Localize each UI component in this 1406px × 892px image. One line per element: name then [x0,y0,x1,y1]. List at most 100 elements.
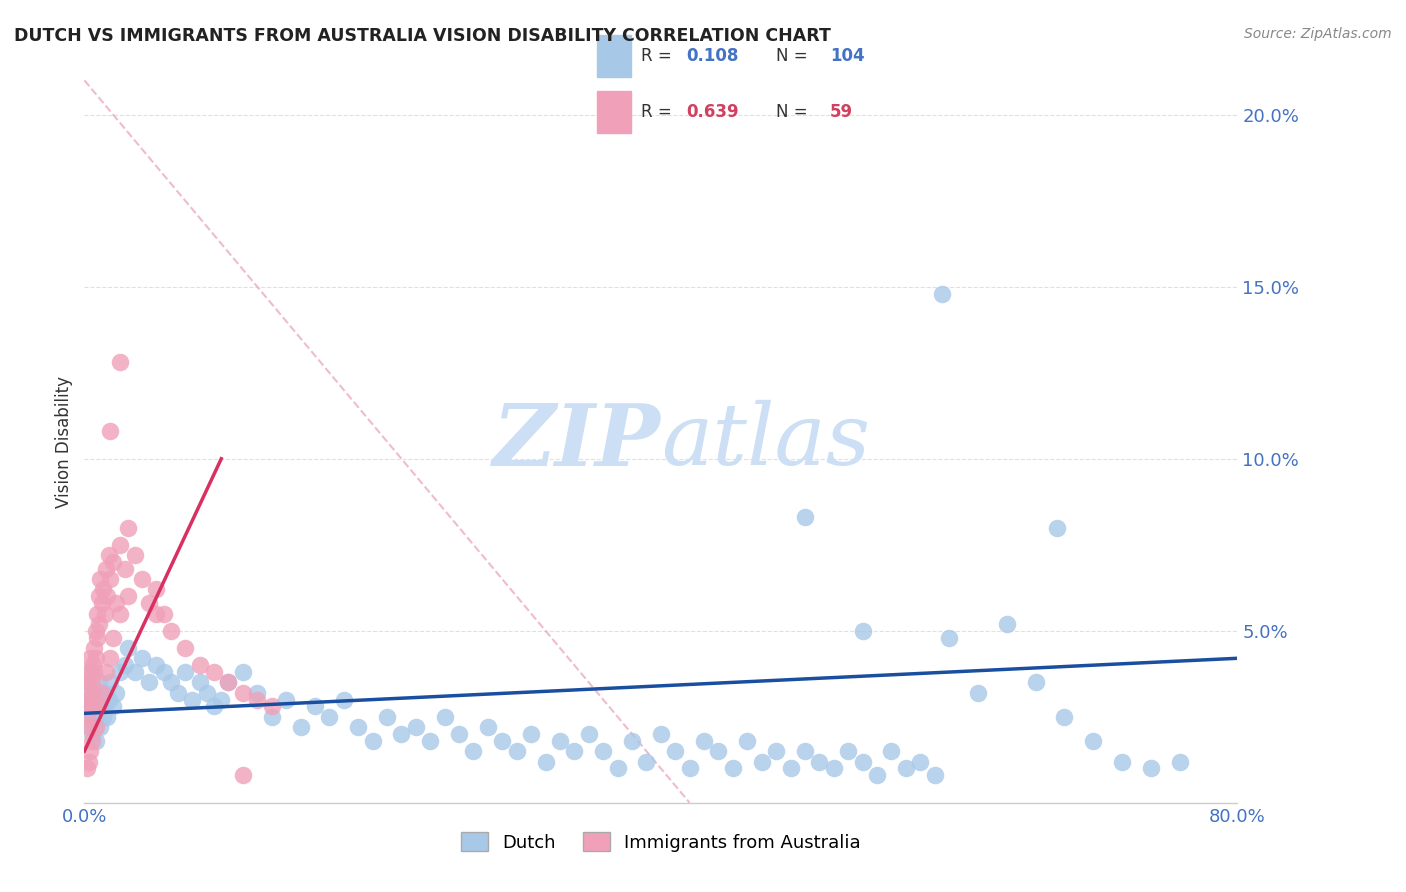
Text: 59: 59 [830,103,853,120]
Point [86,607,108,621]
Point [232,665,254,679]
Point [87,699,110,714]
Point [375,710,398,724]
Point [1053,710,1076,724]
Point [910,755,932,769]
Point [449,727,471,741]
Legend: Dutch, Immigrants from Australia: Dutch, Immigrants from Australia [454,825,868,859]
Point [138,675,160,690]
Point [534,755,557,769]
Point [160,624,183,638]
Bar [598,91,631,133]
Point [94,686,117,700]
Point [636,755,658,769]
Point [246,692,269,706]
Point [97,692,120,706]
Point [93,699,115,714]
Point [578,727,600,741]
Point [318,710,340,724]
Point [90,692,112,706]
Point [83,720,105,734]
Point [1083,734,1105,748]
Point [77,710,100,724]
Point [98,424,121,438]
Point [103,631,124,645]
Point [97,548,120,562]
Point [90,686,112,700]
Point [938,631,960,645]
Point [93,607,115,621]
Point [260,699,283,714]
Point [866,768,889,782]
Point [84,720,107,734]
Point [333,692,356,706]
Point [79,692,101,706]
Point [138,596,160,610]
Point [82,710,104,724]
Point [751,755,773,769]
Point [218,675,240,690]
Point [87,616,110,631]
Text: atlas: atlas [661,401,870,483]
Point [96,590,118,604]
Point [276,692,298,706]
Point [391,727,413,741]
Point [195,686,218,700]
Point [84,651,107,665]
Point [160,675,183,690]
Point [145,607,167,621]
Point [94,562,117,576]
Point [463,744,485,758]
Point [84,692,107,706]
Point [110,607,132,621]
Text: ZIP: ZIP [494,400,661,483]
Point [89,572,111,586]
Text: R =: R = [641,103,676,120]
Point [80,692,103,706]
Point [76,675,98,690]
Bar [598,35,631,78]
Point [721,761,744,775]
Point [77,755,100,769]
Point [83,665,105,679]
Point [707,744,730,758]
Point [110,665,132,679]
Point [98,675,121,690]
Point [105,686,128,700]
Point [86,686,108,700]
Point [110,355,132,369]
Text: N =: N = [776,47,813,65]
Point [131,572,153,586]
Point [75,692,97,706]
Point [606,761,628,775]
Text: N =: N = [776,103,813,120]
Point [202,665,225,679]
Point [124,665,146,679]
Point [76,686,98,700]
Point [209,692,232,706]
Point [174,640,197,655]
Point [1025,675,1047,690]
Point [80,699,103,714]
Point [152,665,174,679]
Point [84,734,107,748]
Point [679,761,702,775]
Point [80,734,103,748]
Point [82,686,104,700]
Point [174,665,197,679]
Point [96,710,118,724]
Point [621,734,644,748]
Point [82,658,104,673]
Point [91,710,114,724]
Point [77,675,100,690]
Point [188,675,211,690]
Text: 104: 104 [830,47,865,65]
Point [117,590,139,604]
Point [361,734,384,748]
Point [852,755,875,769]
Point [202,699,225,714]
Point [167,686,190,700]
Text: 0.108: 0.108 [686,47,738,65]
Point [76,699,98,714]
Point [564,744,586,758]
